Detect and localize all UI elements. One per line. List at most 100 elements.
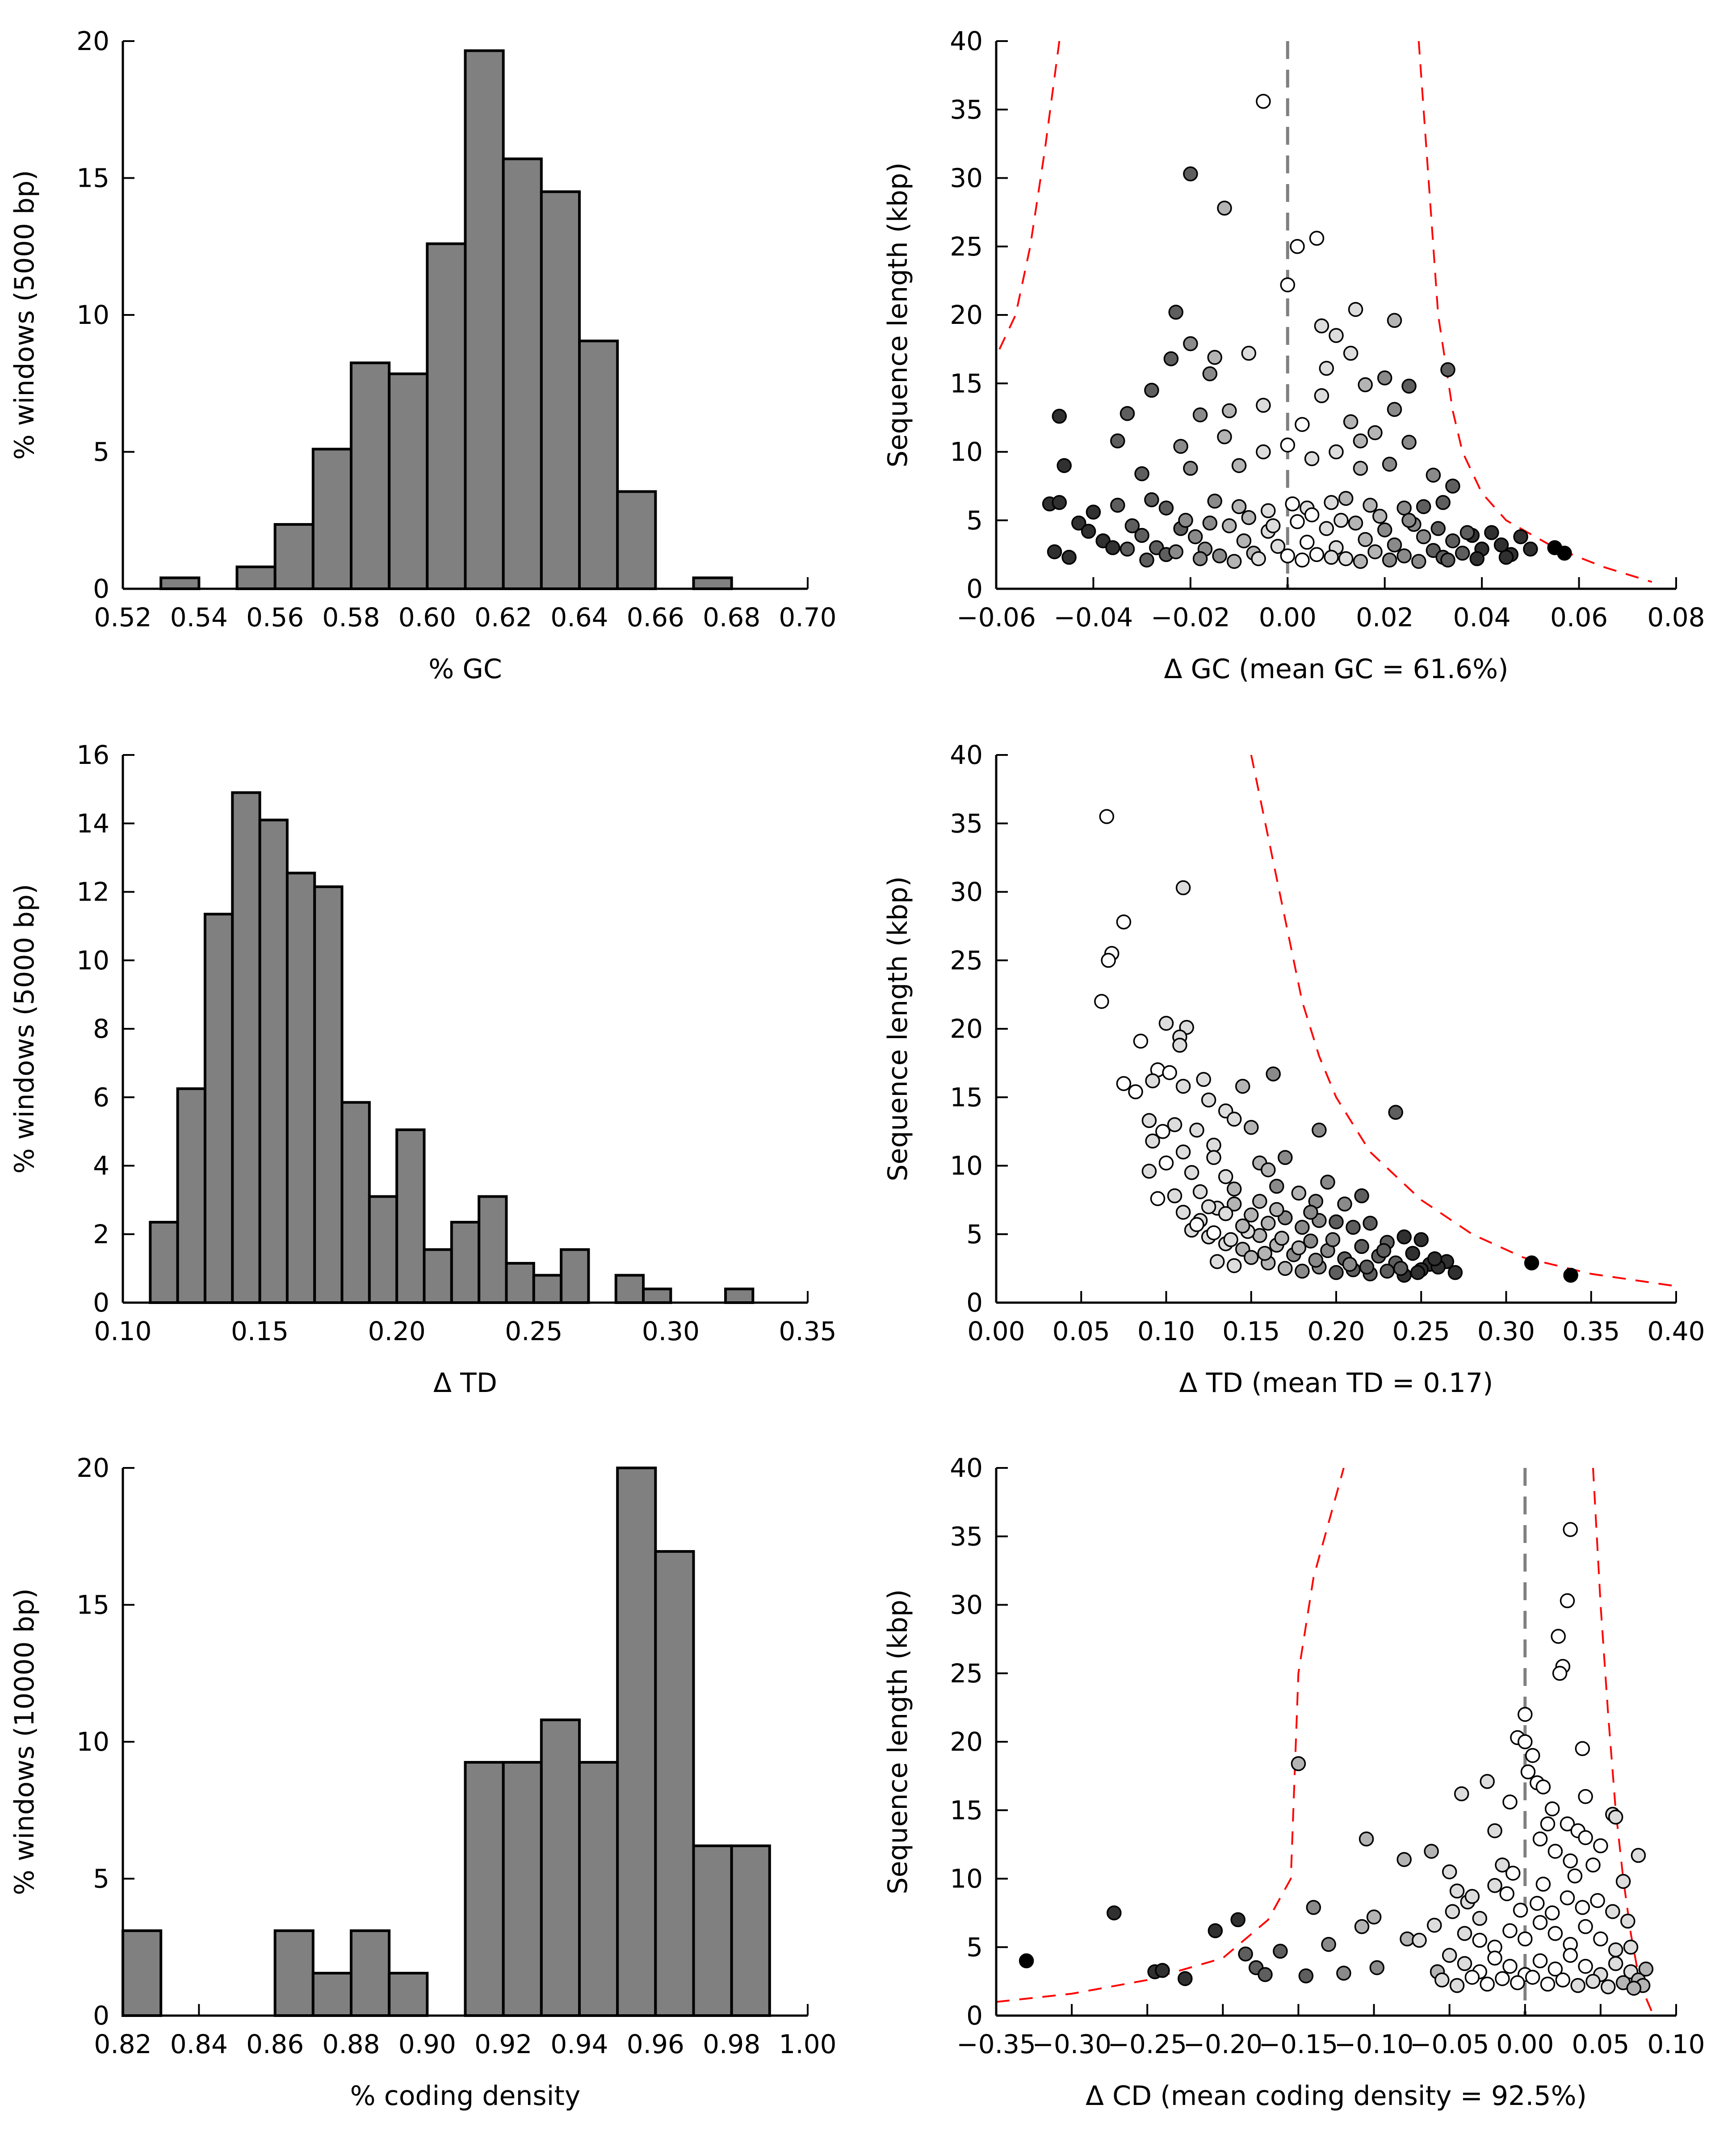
scatter-point: [1480, 1976, 1495, 1992]
scatter-point: [1416, 529, 1431, 545]
y-tick-label: 40: [950, 740, 983, 770]
scatter-point: [1167, 1117, 1182, 1132]
y-tick-label: 8: [93, 1014, 109, 1044]
histogram-bar: [478, 1195, 508, 1304]
y-tick-label: 15: [76, 163, 109, 193]
scatter-point: [1487, 1950, 1502, 1966]
scatter-point: [1256, 398, 1271, 413]
scatter-point: [1192, 407, 1208, 423]
scatter-point: [1280, 277, 1296, 293]
scatter-point: [1273, 1944, 1288, 1959]
scatter-point: [1206, 1137, 1221, 1153]
scatter-point: [1338, 490, 1354, 506]
scatter-point: [1207, 494, 1222, 509]
y-tick-label: 10: [950, 1864, 983, 1894]
histogram-bar: [311, 1971, 352, 2017]
scatter-point: [1510, 1975, 1525, 1991]
x-tick-label: 0.06: [1550, 602, 1608, 633]
scatter-point: [1222, 518, 1237, 533]
scatter-point: [1396, 1229, 1412, 1245]
scatter-point: [1593, 1838, 1608, 1853]
histogram-bar: [616, 490, 657, 591]
scatter-point: [1207, 350, 1222, 365]
histogram-bar: [464, 49, 505, 591]
y-tick-label: 0: [966, 2000, 983, 2031]
threshold-curve: [1592, 1467, 1655, 2016]
histogram-bar: [532, 1274, 563, 1304]
x-tick-label: 0.30: [642, 1316, 700, 1346]
scatter-point: [1167, 1188, 1182, 1203]
x-tick-label: 0.92: [474, 2029, 532, 2059]
scatter-point: [1585, 1857, 1601, 1873]
scatter-point: [1303, 1233, 1318, 1249]
scatter-point: [1163, 351, 1179, 366]
x-tick-label: 0.10: [1137, 1316, 1195, 1346]
scatter-point: [1563, 1853, 1578, 1869]
scatter-point: [1206, 1225, 1221, 1241]
y-tick-label: 25: [950, 945, 983, 976]
scatter-point: [1329, 1214, 1344, 1229]
scatter-point: [1547, 1926, 1563, 1941]
histogram-bar: [692, 1844, 733, 2017]
scatter-point: [1459, 525, 1475, 541]
scatter-point: [1530, 1895, 1545, 1911]
scatter-point: [1312, 1123, 1327, 1138]
scatter-point: [1120, 541, 1135, 557]
scatter-point: [1321, 1937, 1336, 1952]
histogram-bar: [578, 1761, 619, 2017]
scatter-point: [1585, 1974, 1601, 1989]
y-tick-label: 20: [950, 300, 983, 330]
scatter-point: [1472, 1933, 1488, 1948]
y-axis-label: % windows (5000 bp): [9, 884, 40, 1174]
scatter-point: [1393, 1261, 1409, 1276]
gc-histogram-panel: 0.52 0.54 0.56 0.58 0.60 0.62 0.64 0.66 0.68 0.70…: [9, 26, 837, 685]
scatter-point: [1498, 549, 1514, 565]
scatter-point: [1099, 809, 1115, 824]
scatter-point: [1354, 1239, 1369, 1254]
x-tick-label: 0.88: [322, 2029, 380, 2059]
scatter-point: [1416, 499, 1431, 514]
scatter-point: [1189, 1123, 1204, 1138]
scatter-point: [1557, 545, 1572, 561]
x-tick-label: 0.86: [246, 2029, 304, 2059]
y-tick-label: 10: [76, 945, 109, 976]
scatter-point: [1241, 346, 1257, 361]
scatter-point: [1306, 1900, 1321, 1915]
scatter-point: [1445, 478, 1460, 494]
x-tick-label: 0.64: [550, 602, 608, 633]
scatter-point: [1309, 231, 1325, 246]
x-tick-label: 0.56: [246, 602, 304, 633]
scatter-point: [1412, 1933, 1427, 1948]
scatter-point: [1447, 1265, 1463, 1280]
y-tick-label: 20: [76, 1453, 109, 1483]
scatter-point: [1343, 414, 1359, 429]
x-tick-label: 0.90: [398, 2029, 456, 2059]
histogram-bar: [313, 885, 344, 1304]
td-histogram-panel: 0.10 0.15 0.20 0.25 0.30 0.35 0 2 4 6 8 10 12 14 16 Δ T…: [9, 740, 837, 1399]
x-tick-label: 0.20: [368, 1316, 426, 1346]
scatter-point: [1551, 1629, 1566, 1644]
histogram-bar: [578, 340, 619, 590]
scatter-point: [1319, 521, 1334, 536]
scatter-point: [1144, 382, 1159, 398]
scatter-point: [1348, 516, 1363, 531]
scatter-point: [1208, 1923, 1223, 1938]
x-tick-label: 0.08: [1647, 602, 1705, 633]
y-tick-label: 10: [76, 300, 109, 330]
y-tick-label: 20: [950, 1727, 983, 1757]
scatter-point: [1575, 1741, 1590, 1757]
scatter-point: [1298, 1968, 1314, 1983]
y-tick-label: 10: [950, 1151, 983, 1181]
scatter-point: [1502, 1958, 1518, 1974]
scatter-point: [1201, 1092, 1216, 1108]
scatter-point: [1110, 498, 1125, 513]
x-tick-label: 0.10: [1647, 2029, 1705, 2059]
scatter-point: [1320, 1174, 1335, 1190]
histogram-bar: [203, 913, 234, 1304]
x-tick-label: 0.00: [1259, 602, 1317, 633]
histogram-bar: [235, 565, 277, 590]
y-axis-label: Sequence length (kbp): [882, 1589, 914, 1894]
scatter-point: [1226, 1111, 1242, 1127]
scatter-point: [1369, 1960, 1385, 1975]
scatter-point: [1638, 1962, 1654, 1977]
